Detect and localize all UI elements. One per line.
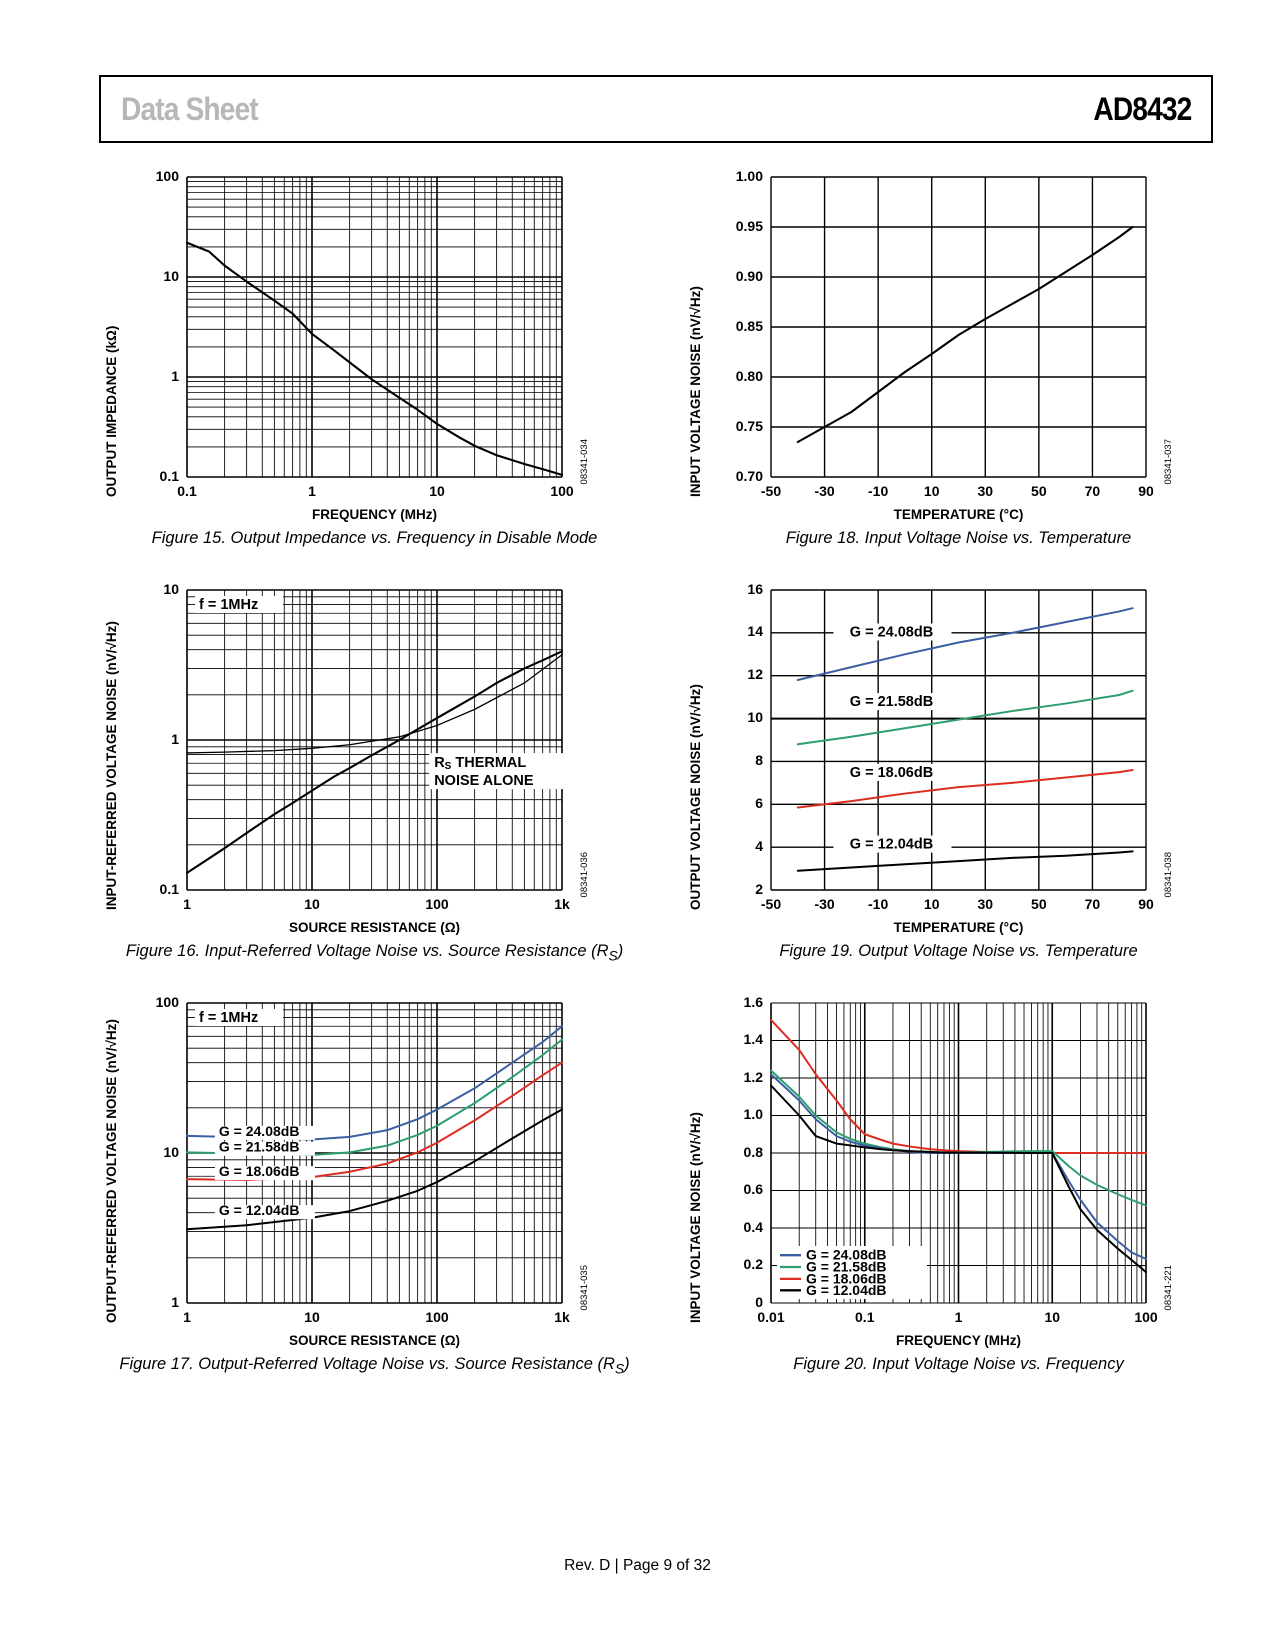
svg-text:f = 1MHz: f = 1MHz (199, 597, 258, 613)
svg-text:NOISE ALONE: NOISE ALONE (434, 773, 534, 789)
svg-text:G = 24.08dB: G = 24.08dB (219, 1122, 300, 1138)
svg-text:G = 12.04dB: G = 12.04dB (806, 1281, 887, 1297)
svg-text:G = 21.58dB: G = 21.58dB (219, 1138, 300, 1154)
svg-text:G = 24.08dB: G = 24.08dB (850, 624, 933, 640)
svg-text:G = 18.06dB: G = 18.06dB (219, 1163, 300, 1179)
svg-text:G = 12.04dB: G = 12.04dB (219, 1202, 300, 1218)
svg-text:G = 21.58dB: G = 21.58dB (850, 694, 933, 710)
svg-text:G = 12.04dB: G = 12.04dB (850, 836, 933, 852)
svg-text:f = 1MHz: f = 1MHz (199, 1010, 258, 1026)
svg-text:G = 18.06dB: G = 18.06dB (850, 764, 933, 780)
